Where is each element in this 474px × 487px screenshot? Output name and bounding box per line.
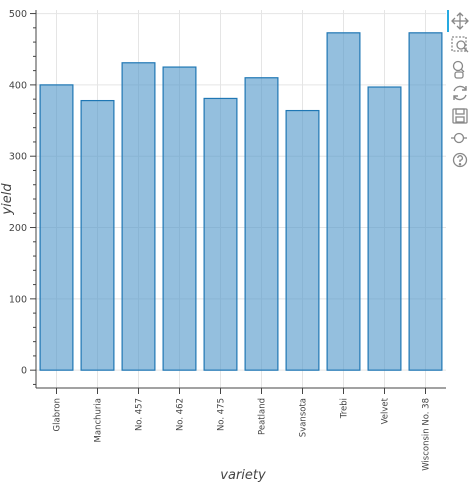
x-tick-label: Wisconsin No. 38 (422, 398, 432, 471)
y-tick-label: 100 (9, 294, 27, 305)
bar (39, 84, 74, 371)
pan-icon[interactable] (449, 10, 471, 32)
bar (121, 62, 156, 371)
bar (367, 86, 402, 371)
bar (408, 32, 443, 371)
bar (162, 66, 197, 371)
y-axis-label: yield (0, 183, 15, 216)
bar (80, 99, 115, 371)
reset-icon[interactable] (449, 82, 471, 104)
y-tick-label: 400 (9, 80, 27, 91)
help-icon[interactable] (449, 149, 471, 171)
x-tick-label: Svansota (299, 398, 309, 437)
active-tool-indicator (447, 10, 449, 32)
x-tick-label: Peatland (258, 398, 268, 435)
wheel-zoom-icon[interactable] (449, 58, 471, 80)
x-tick-label: No. 457 (135, 398, 145, 431)
save-icon[interactable] (449, 105, 471, 127)
x-tick-label: Manchuria (94, 398, 104, 442)
bar (326, 32, 361, 371)
x-tick-label: Glabron (53, 398, 63, 431)
hover-icon[interactable] (449, 127, 471, 149)
bar (203, 97, 238, 371)
y-tick-label: 200 (9, 223, 27, 234)
box-zoom-icon[interactable] (449, 34, 471, 56)
y-tick-label: 500 (9, 9, 27, 20)
x-tick-label: Velvet (381, 397, 391, 424)
y-axis: 0 100 200 300 400 500 (9, 9, 37, 388)
y-tick-label: 300 (9, 152, 27, 163)
x-tick-label: Trebi (340, 398, 350, 419)
x-axis-label: variety (220, 468, 266, 483)
x-tick-label: No. 462 (176, 398, 186, 431)
bar (285, 109, 320, 371)
x-tick-label: No. 475 (217, 398, 227, 431)
bars (39, 32, 443, 371)
bar (244, 77, 279, 371)
x-axis: Glabron Manchuria No. 457 No. 462 No. 475 Pea… (36, 387, 446, 471)
toolbar (447, 6, 474, 168)
y-tick-label: 0 (21, 366, 27, 377)
